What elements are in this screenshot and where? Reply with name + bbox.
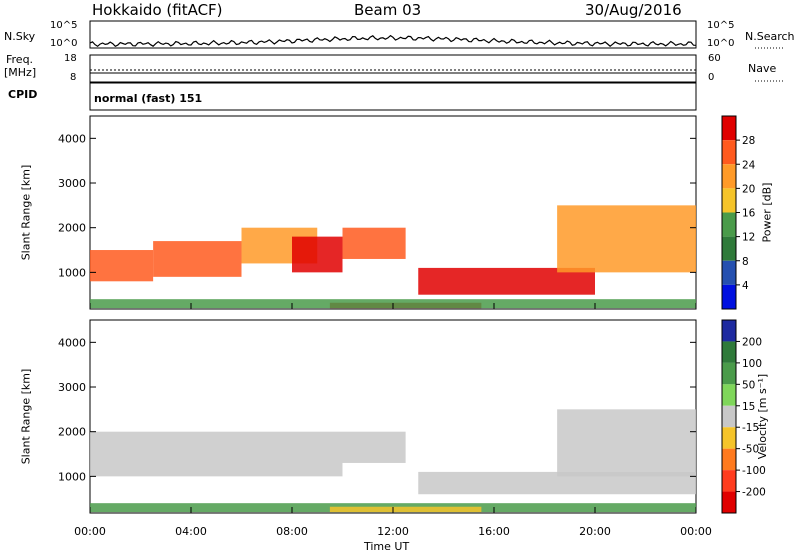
heatmap-region (292, 236, 343, 273)
colorbar-tick-label: 20 (742, 183, 755, 195)
colorbar-tick-label: 8 (742, 256, 749, 268)
freq-unit: [MHz] (4, 66, 37, 79)
colorbar-tick-label: 4 (742, 280, 749, 292)
power-yticks: 4000 3000 2000 1000 (58, 132, 696, 279)
x-tick-label: 16:00 (478, 525, 510, 538)
power-colorbar: 28 24 20 16 12 8 4 (721, 115, 756, 310)
velocity-colorbar: 200 100 50 15 -15 -50 -100 -200 (721, 319, 766, 514)
heatmap-region (342, 227, 406, 259)
nsearch-tick-top: 10^5 (707, 20, 735, 31)
colorbar-swatch (722, 164, 736, 189)
date-title: 30/Aug/2016 (585, 1, 682, 19)
heatmap-region (557, 409, 696, 477)
heatmap-region (90, 431, 343, 477)
y-tick-label: 4000 (58, 336, 86, 349)
colorbar-tick-label: 100 (742, 358, 762, 370)
cpid-label: CPID (8, 88, 38, 101)
colorbar-swatch (722, 384, 736, 406)
colorbar-swatch (722, 320, 736, 342)
x-tick-label: 12:00 (377, 525, 409, 538)
colorbar-swatch (722, 491, 736, 513)
nsearch-label: N.Search (745, 30, 795, 43)
x-axis-label: Time UT (364, 540, 410, 553)
colorbar-tick-label: 24 (742, 159, 756, 171)
colorbar-tick-label: -50 (742, 444, 759, 456)
y-tick-label: 4000 (58, 132, 86, 145)
y-tick-label: 3000 (58, 381, 86, 394)
velocity-yticks: 4000 3000 2000 1000 (58, 336, 696, 483)
nsky-label: N.Sky (4, 30, 36, 43)
freq-label: Freq. (6, 53, 34, 66)
colorbar-swatch (722, 116, 736, 141)
x-axis-ticks: 00:00 04:00 08:00 12:00 16:00 20:00 00:00 (74, 303, 712, 538)
colorbar-tick-label: -200 (742, 487, 766, 499)
nave-tick-top: 60 (708, 53, 721, 64)
colorbar-tick-label: 12 (742, 232, 755, 244)
y-tick-label: 1000 (58, 470, 86, 483)
x-tick-label: 00:00 (74, 525, 106, 538)
power-ylabel: Slant Range [km] (19, 164, 33, 261)
colorbar-swatch (722, 188, 736, 213)
heatmap-region (153, 241, 242, 277)
site-title: Hokkaido (fitACF) (92, 1, 223, 19)
colorbar-frame (721, 319, 737, 514)
nave-label: Nave (748, 62, 777, 75)
heatmap-region (90, 250, 154, 282)
heatmap-region (329, 506, 482, 513)
colorbar-swatch (722, 448, 736, 471)
heatmap-region (557, 205, 696, 273)
cpid-frame (89, 82, 697, 111)
nsky-line (89, 34, 697, 48)
colorbar-tick-label: 200 (742, 336, 762, 348)
freq-tick-bottom: 8 (70, 72, 77, 83)
colorbar-tick-label: 15 (742, 401, 755, 413)
x-tick-label: 00:00 (680, 525, 712, 538)
freq-nave-frame (89, 54, 697, 83)
colorbar-swatch (722, 284, 736, 309)
nsky-tick-top: 10^5 (50, 20, 78, 31)
x-tick-label: 04:00 (175, 525, 207, 538)
colorbar-swatch (722, 427, 736, 449)
cpid-value: normal (fast) 151 (94, 92, 203, 105)
colorbar-swatch (722, 405, 736, 428)
nsky-trace (89, 34, 697, 48)
heatmap-region (342, 431, 406, 463)
y-tick-label: 2000 (58, 222, 86, 235)
colorbar-swatch (722, 260, 736, 285)
colorbar-tick-label: 50 (742, 379, 755, 391)
colorbar-swatch (722, 236, 736, 261)
colorbar-tick-label: 16 (742, 208, 756, 220)
freq-tick-top: 18 (64, 53, 77, 64)
velocity-colorbar-label: Velocity [m s⁻¹] (756, 373, 770, 460)
velocity-ylabel: Slant Range [km] (19, 368, 33, 465)
power-colorbar-label: Power [dB] (760, 182, 774, 243)
nave-tick-bottom: 0 (708, 72, 715, 83)
x-tick-label: 20:00 (579, 525, 611, 538)
y-tick-label: 1000 (58, 266, 86, 279)
colorbar-swatch (722, 470, 736, 492)
x-tick-label: 08:00 (276, 525, 308, 538)
colorbar-tick-label: -15 (742, 422, 759, 434)
heatmap-region (418, 267, 595, 295)
colorbar-tick-label: -100 (742, 465, 766, 477)
nsky-frame (89, 20, 697, 49)
y-tick-label: 2000 (58, 426, 86, 439)
colorbar-tick-label: 28 (742, 135, 755, 147)
heatmap-region (418, 471, 696, 495)
beam-title: Beam 03 (354, 1, 422, 19)
y-tick-label: 3000 (58, 177, 86, 190)
colorbar-swatch (722, 362, 736, 385)
nsky-tick-bottom: 10^0 (50, 38, 78, 49)
colorbar-swatch (722, 140, 736, 165)
colorbar-swatch (722, 341, 736, 363)
nsearch-tick-bottom: 10^0 (707, 38, 735, 49)
colorbar-swatch (722, 212, 736, 237)
